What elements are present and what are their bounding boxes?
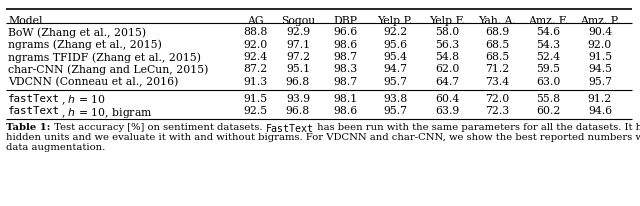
Text: 98.6: 98.6 [333, 105, 357, 115]
Text: 72.3: 72.3 [485, 105, 509, 115]
Text: 68.5: 68.5 [485, 39, 509, 49]
Text: ngrams (Zhang et al., 2015): ngrams (Zhang et al., 2015) [8, 39, 162, 50]
Text: BoW (Zhang et al., 2015): BoW (Zhang et al., 2015) [8, 27, 146, 37]
Text: 95.7: 95.7 [383, 77, 407, 87]
Text: ngrams TFIDF (Zhang et al., 2015): ngrams TFIDF (Zhang et al., 2015) [8, 52, 201, 62]
Text: 92.5: 92.5 [243, 105, 267, 115]
Text: 95.7: 95.7 [383, 105, 407, 115]
Text: Amz. P.: Amz. P. [580, 16, 620, 26]
Text: fastText: fastText [8, 93, 60, 103]
Text: Yelp P.: Yelp P. [378, 16, 413, 26]
Text: 52.4: 52.4 [536, 52, 560, 62]
Text: 58.0: 58.0 [435, 27, 459, 37]
Text: 56.3: 56.3 [435, 39, 459, 49]
Text: 94.5: 94.5 [588, 64, 612, 74]
Text: 60.4: 60.4 [435, 93, 459, 103]
Text: , $h$ = 10, bigram: , $h$ = 10, bigram [61, 105, 153, 119]
Text: 92.0: 92.0 [243, 39, 267, 49]
Text: 55.8: 55.8 [536, 93, 560, 103]
Text: 96.6: 96.6 [333, 27, 357, 37]
Text: 95.7: 95.7 [588, 77, 612, 87]
Text: , $h$ = 10: , $h$ = 10 [61, 93, 106, 107]
Text: char-CNN (Zhang and LeCun, 2015): char-CNN (Zhang and LeCun, 2015) [8, 64, 209, 75]
Text: 63.0: 63.0 [536, 77, 560, 87]
Text: 62.0: 62.0 [435, 64, 459, 74]
Text: 92.2: 92.2 [383, 27, 407, 37]
Text: 96.8: 96.8 [286, 77, 310, 87]
Text: hidden units and we evaluate it with and without bigrams. For VDCNN and char-CNN: hidden units and we evaluate it with and… [6, 133, 640, 142]
Text: 54.6: 54.6 [536, 27, 560, 37]
Text: 92.4: 92.4 [243, 52, 267, 62]
Text: Yah. A.: Yah. A. [478, 16, 516, 26]
Text: Amz. F.: Amz. F. [528, 16, 568, 26]
Text: 95.1: 95.1 [286, 64, 310, 74]
Text: 93.9: 93.9 [286, 93, 310, 103]
Text: 91.3: 91.3 [243, 77, 267, 87]
Text: 91.5: 91.5 [243, 93, 267, 103]
Text: has been run with the same parameters for all the datasets. It has 10: has been run with the same parameters fo… [314, 123, 640, 132]
Text: FastText: FastText [266, 123, 314, 133]
Text: 96.8: 96.8 [286, 105, 310, 115]
Text: 98.3: 98.3 [333, 64, 357, 74]
Text: 63.9: 63.9 [435, 105, 459, 115]
Text: 71.2: 71.2 [485, 64, 509, 74]
Text: 87.2: 87.2 [243, 64, 267, 74]
Text: 68.5: 68.5 [485, 52, 509, 62]
Text: 93.8: 93.8 [383, 93, 407, 103]
Text: data augmentation.: data augmentation. [6, 143, 105, 152]
Text: fastText: fastText [8, 105, 60, 115]
Text: 94.6: 94.6 [588, 105, 612, 115]
Text: AG: AG [246, 16, 263, 26]
Text: Test accuracy [%] on sentiment datasets.: Test accuracy [%] on sentiment datasets. [51, 123, 266, 132]
Text: Sogou: Sogou [281, 16, 315, 26]
Text: 91.2: 91.2 [588, 93, 612, 103]
Text: 88.8: 88.8 [243, 27, 267, 37]
Text: 73.4: 73.4 [485, 77, 509, 87]
Text: 98.7: 98.7 [333, 52, 357, 62]
Text: DBP: DBP [333, 16, 357, 26]
Text: Table 1:: Table 1: [6, 123, 51, 132]
Text: 92.0: 92.0 [588, 39, 612, 49]
Text: 60.2: 60.2 [536, 105, 560, 115]
Text: 54.3: 54.3 [536, 39, 560, 49]
Text: 72.0: 72.0 [485, 93, 509, 103]
Text: 90.4: 90.4 [588, 27, 612, 37]
Text: 98.6: 98.6 [333, 39, 357, 49]
Text: 97.1: 97.1 [286, 39, 310, 49]
Text: 97.2: 97.2 [286, 52, 310, 62]
Text: 91.5: 91.5 [588, 52, 612, 62]
Text: 54.8: 54.8 [435, 52, 459, 62]
Text: 95.6: 95.6 [383, 39, 407, 49]
Text: 95.4: 95.4 [383, 52, 407, 62]
Text: 59.5: 59.5 [536, 64, 560, 74]
Text: 68.9: 68.9 [485, 27, 509, 37]
Text: 98.1: 98.1 [333, 93, 357, 103]
Text: VDCNN (Conneau et al., 2016): VDCNN (Conneau et al., 2016) [8, 77, 179, 87]
Text: Model: Model [8, 16, 42, 26]
Text: 94.7: 94.7 [383, 64, 407, 74]
Text: 92.9: 92.9 [286, 27, 310, 37]
Text: 98.7: 98.7 [333, 77, 357, 87]
Text: 64.7: 64.7 [435, 77, 459, 87]
Text: Yelp F.: Yelp F. [429, 16, 465, 26]
